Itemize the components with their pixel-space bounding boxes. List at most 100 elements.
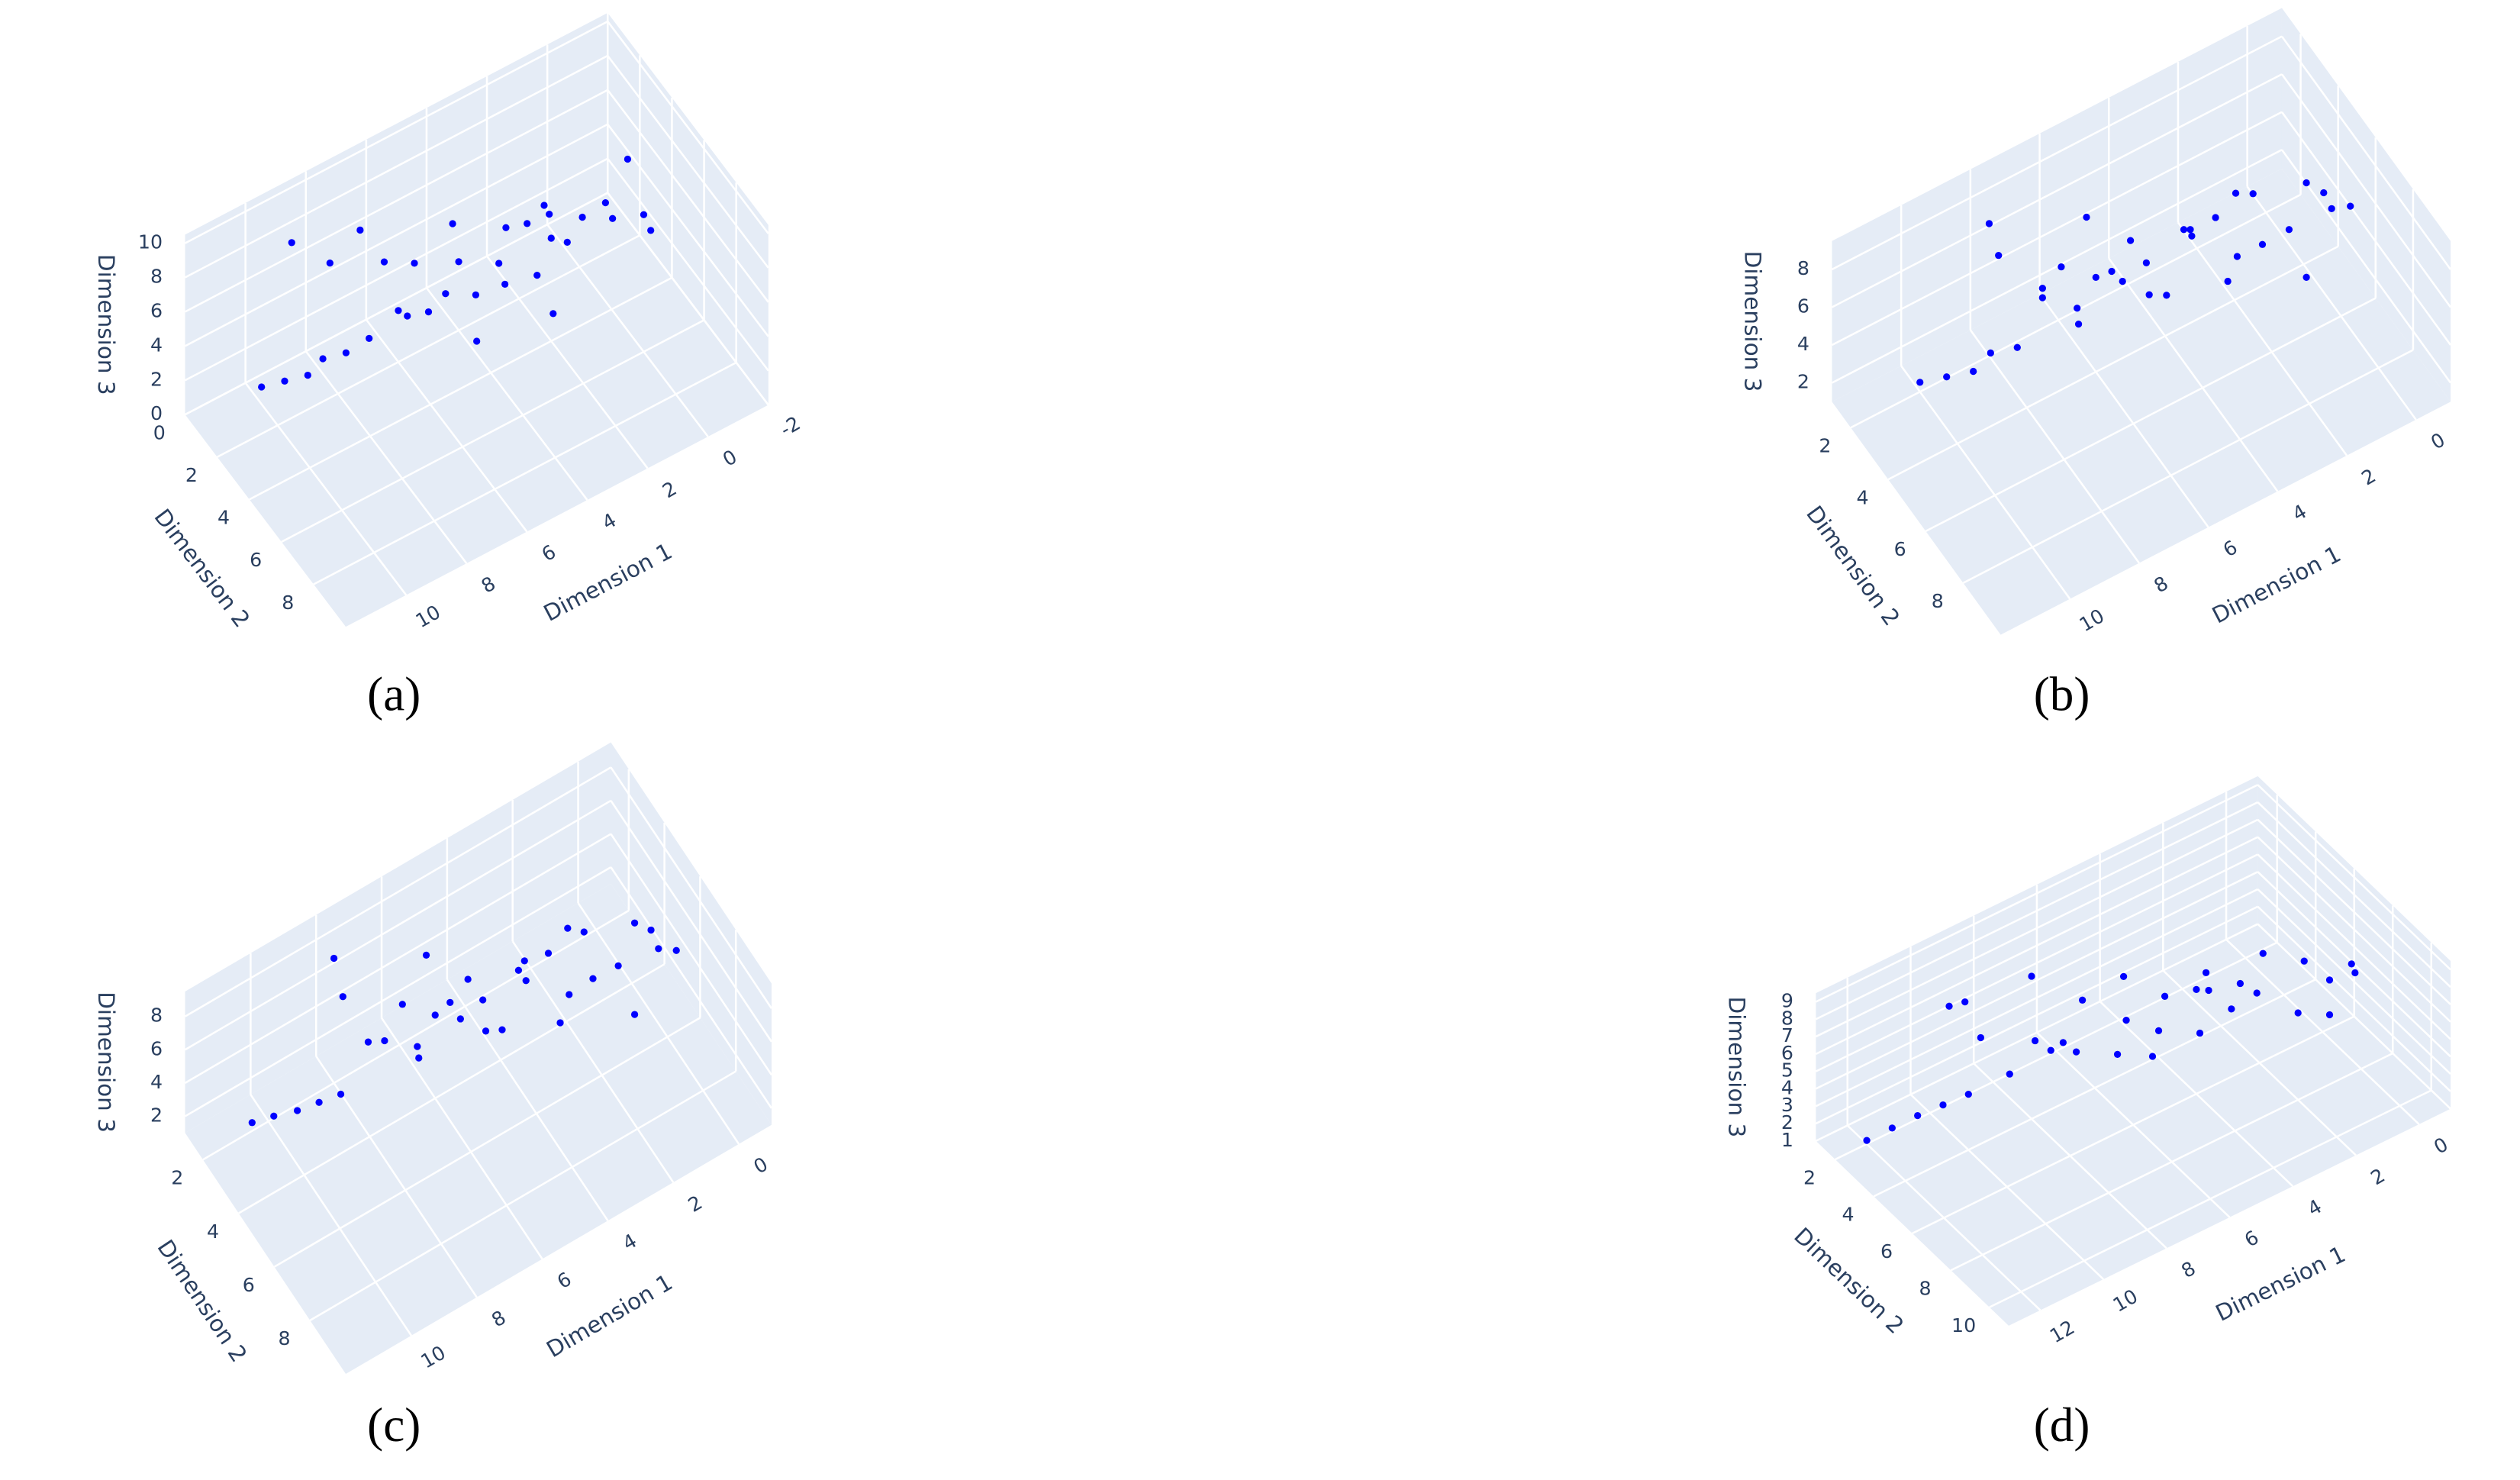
point	[630, 1011, 639, 1018]
point	[1863, 1137, 1871, 1144]
point	[1995, 252, 2003, 260]
z-tick-label: 4	[150, 1071, 163, 1093]
point	[424, 308, 433, 316]
grid-line	[2257, 784, 2451, 971]
grid-line	[1815, 871, 2258, 1090]
point	[2348, 960, 2355, 968]
point	[2233, 253, 2241, 260]
point	[380, 258, 388, 266]
back-wall-right	[611, 742, 772, 1125]
grid-line	[610, 800, 773, 1043]
x-tick-label: 8	[488, 1306, 509, 1331]
point	[2212, 214, 2219, 221]
z-tick-label: 6	[150, 1037, 163, 1059]
grid-line	[1815, 923, 2258, 1142]
x-tick-label: 2	[2358, 464, 2380, 489]
point	[2294, 1009, 2302, 1017]
z-tick-label: 0	[150, 402, 163, 424]
x-tick-label: 6	[538, 540, 559, 566]
point	[330, 954, 338, 962]
point	[614, 962, 622, 969]
point	[547, 234, 555, 242]
grid-line	[1950, 1052, 2393, 1272]
point	[640, 211, 648, 218]
x-tick-label: 10	[2076, 605, 2108, 636]
point	[2113, 1050, 2122, 1058]
point	[446, 998, 454, 1006]
grid-line	[607, 157, 769, 372]
point	[1964, 1090, 1972, 1098]
z-tick-label: 6	[1781, 1042, 1793, 1064]
y-tick-label: 6	[1880, 1240, 1893, 1262]
point	[1970, 367, 1977, 376]
x-tick-label: 4	[619, 1230, 640, 1255]
point	[2013, 343, 2021, 351]
point	[398, 1001, 406, 1008]
z-axis-title: Dimension 3	[93, 992, 119, 1133]
grid-line	[607, 124, 769, 337]
z-tick-label: 6	[1797, 295, 1809, 317]
point	[2154, 1027, 2163, 1034]
grid-line	[217, 234, 640, 458]
point	[464, 975, 472, 983]
grid-line	[607, 21, 769, 234]
back-wall-left	[185, 742, 611, 1133]
y-tick-label: 4	[1856, 486, 1868, 508]
point	[2142, 259, 2151, 267]
point	[2205, 986, 2212, 995]
point	[1939, 1101, 1947, 1109]
point	[293, 1107, 301, 1114]
point	[2300, 957, 2308, 965]
y-axis-title: Dimension 2	[149, 504, 255, 632]
grid-line	[1815, 888, 2258, 1108]
point	[258, 383, 266, 391]
grid-line	[2257, 923, 2451, 1110]
point	[601, 198, 610, 207]
point	[2258, 240, 2267, 248]
grid-line	[2280, 35, 2452, 270]
y-tick-label: 4	[207, 1220, 219, 1243]
grid-line	[1925, 297, 2377, 533]
point	[608, 214, 617, 222]
grid-line	[238, 963, 665, 1214]
grid-line	[1815, 905, 2258, 1125]
point	[1943, 373, 1951, 381]
point	[2145, 291, 2153, 298]
x-tick-label: 6	[2219, 536, 2241, 561]
point	[2059, 1039, 2067, 1046]
grid-line	[446, 979, 609, 1221]
point	[381, 1037, 388, 1045]
point	[522, 977, 530, 985]
point	[2161, 992, 2169, 1000]
grid-line	[1900, 365, 2071, 600]
y-tick-label: 6	[1894, 538, 1906, 560]
floor-pane	[1832, 169, 2451, 635]
z-tick-label: 2	[150, 1104, 163, 1126]
point	[2196, 1029, 2204, 1037]
grid-line	[1962, 349, 2414, 584]
y-tick-label: 8	[1932, 590, 1944, 612]
grid-line	[610, 833, 773, 1076]
grid-line	[2280, 73, 2452, 308]
x-tick-label: 10	[412, 601, 444, 632]
point	[672, 946, 680, 954]
point	[495, 260, 503, 267]
grid-line	[1835, 941, 2278, 1161]
grid-line	[1831, 73, 2283, 308]
grid-line	[1831, 35, 2283, 271]
point	[2232, 189, 2240, 197]
grid-line	[184, 123, 608, 347]
point	[1987, 349, 1994, 357]
grid-line	[309, 1070, 736, 1321]
grid-line	[184, 799, 612, 1051]
grid-line	[273, 1017, 701, 1268]
point	[2006, 1070, 2013, 1078]
y-tick-label: 2	[1819, 435, 1831, 457]
point	[563, 238, 571, 247]
z-tick-label: 8	[150, 266, 163, 288]
floor-pane	[185, 883, 772, 1375]
z-tick-label: 2	[1781, 1111, 1793, 1133]
z-tick-label: 4	[1781, 1076, 1793, 1098]
grid-line	[184, 766, 612, 1017]
